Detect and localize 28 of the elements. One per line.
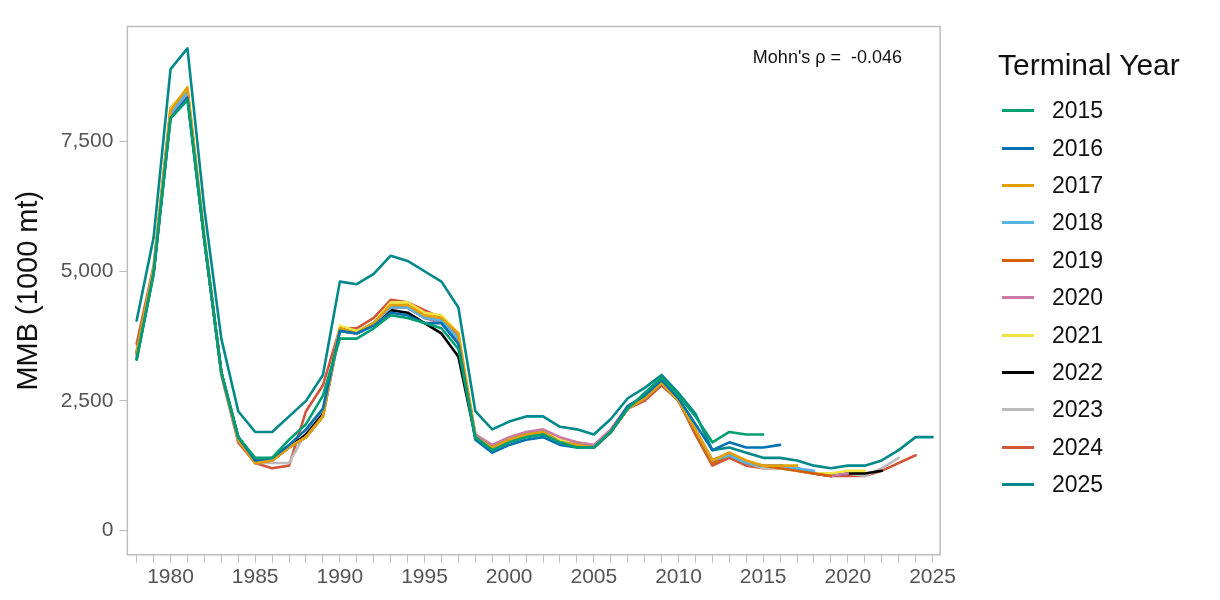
x-tick-label: 2020 <box>824 564 872 588</box>
legend-label: 2015 <box>1052 97 1104 125</box>
x-tick-label: 2000 <box>485 564 533 588</box>
legend-title: Terminal Year <box>998 48 1180 82</box>
x-tick-label: 1980 <box>147 564 194 588</box>
legend-label: 2018 <box>1052 209 1104 237</box>
legend-label: 2021 <box>1052 321 1104 349</box>
legend-label: 2017 <box>1052 171 1104 199</box>
x-tick-label: 1990 <box>316 564 364 588</box>
y-tick-label: 0 <box>101 517 114 541</box>
x-tick-label: 2025 <box>909 564 956 588</box>
legend-label: 2020 <box>1052 284 1104 312</box>
legend-label: 2023 <box>1052 396 1104 424</box>
legend-label: 2025 <box>1052 471 1104 499</box>
y-axis-title: MMB (1000 mt) <box>11 190 44 391</box>
x-tick-label: 1995 <box>401 564 448 588</box>
x-tick-label: 2010 <box>655 564 702 588</box>
y-tick-label: 2,500 <box>60 387 114 411</box>
legend-label: 2016 <box>1052 134 1104 162</box>
legend-label: 2024 <box>1052 433 1104 461</box>
x-tick-label: 2015 <box>739 564 787 588</box>
x-tick-label: 1985 <box>231 564 279 588</box>
legend-label: 2022 <box>1052 358 1104 386</box>
y-tick-label: 5,000 <box>60 258 114 282</box>
annotation: Mohn's ρ = -0.046 <box>752 46 903 67</box>
y-tick-label: 7,500 <box>60 128 114 152</box>
x-tick-label: 2005 <box>570 564 618 588</box>
legend-label: 2019 <box>1052 246 1104 274</box>
